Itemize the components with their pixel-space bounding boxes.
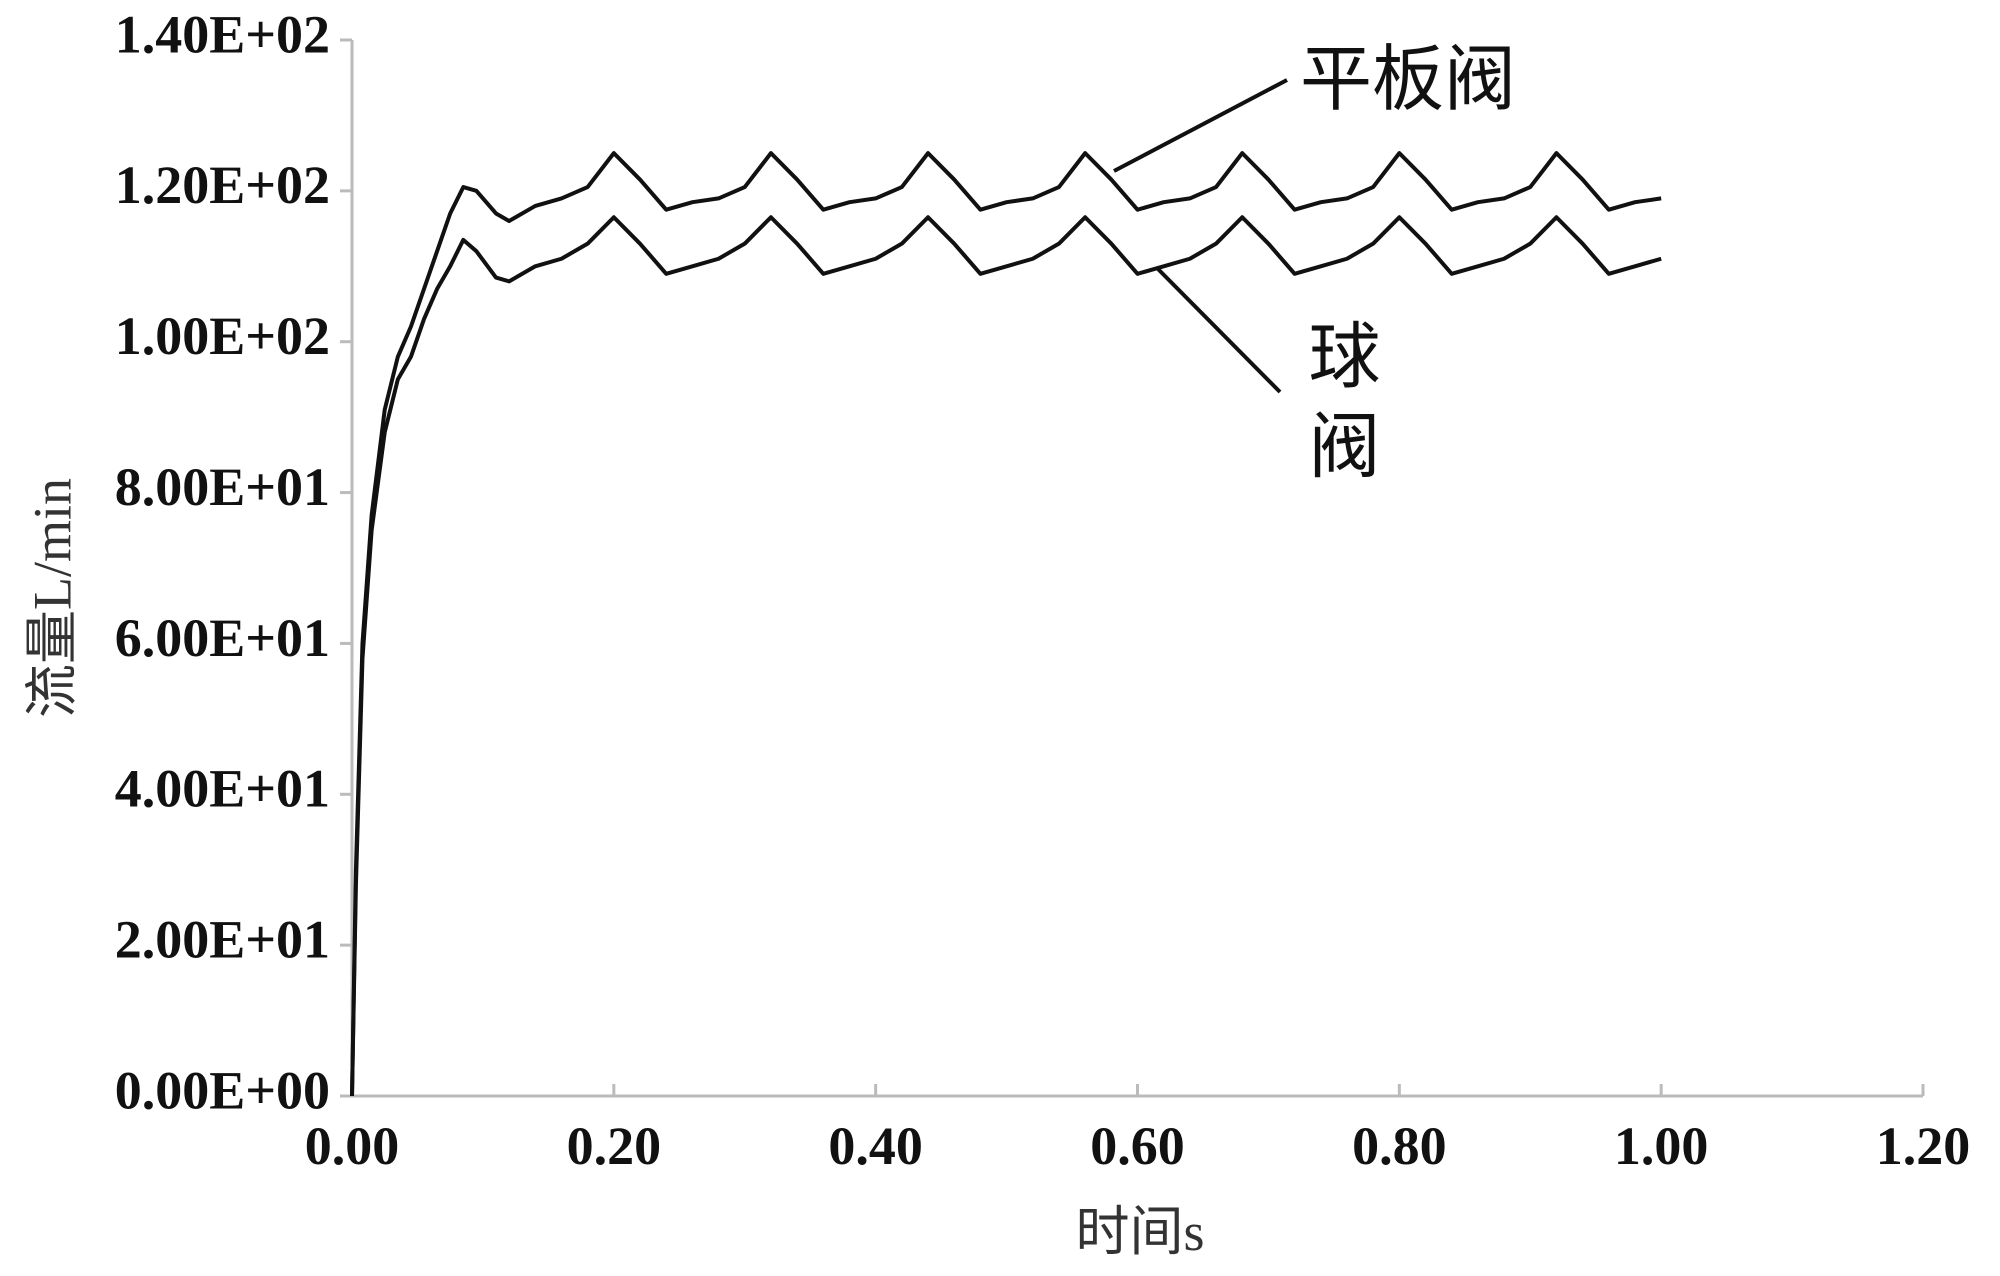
leader-line bbox=[1113, 78, 1288, 173]
x-tick-label: 0.20 bbox=[567, 1116, 662, 1176]
y-tick-label: 4.00E+01 bbox=[115, 759, 330, 819]
y-tick-label: 8.00E+01 bbox=[115, 457, 330, 517]
x-tick-label: 1.20 bbox=[1876, 1116, 1971, 1176]
y-axis-title: 流量L/min bbox=[22, 478, 82, 718]
x-tick-label: 0.60 bbox=[1090, 1116, 1185, 1176]
x-tick-label: 0.00 bbox=[305, 1116, 400, 1176]
series-label: 球阀 bbox=[1296, 318, 1380, 498]
x-tick-label: 0.40 bbox=[828, 1116, 923, 1176]
leader-line bbox=[1156, 267, 1282, 394]
series-label: 平板阀 bbox=[1300, 37, 1516, 121]
x-tick-label: 0.80 bbox=[1352, 1116, 1447, 1176]
y-tick-label: 6.00E+01 bbox=[115, 608, 330, 668]
series-line bbox=[350, 151, 1662, 1097]
series-line bbox=[350, 215, 1662, 1097]
y-tick-label: 2.00E+01 bbox=[115, 910, 330, 970]
y-tick-label: 1.40E+02 bbox=[115, 4, 330, 64]
y-tick-label: 1.00E+02 bbox=[115, 306, 330, 366]
x-tick-label: 1.00 bbox=[1614, 1116, 1709, 1176]
y-tick-label: 1.20E+02 bbox=[115, 155, 330, 215]
x-axis-title: 时间s bbox=[1075, 1202, 1204, 1262]
y-tick-label: 0.00E+00 bbox=[115, 1060, 330, 1120]
